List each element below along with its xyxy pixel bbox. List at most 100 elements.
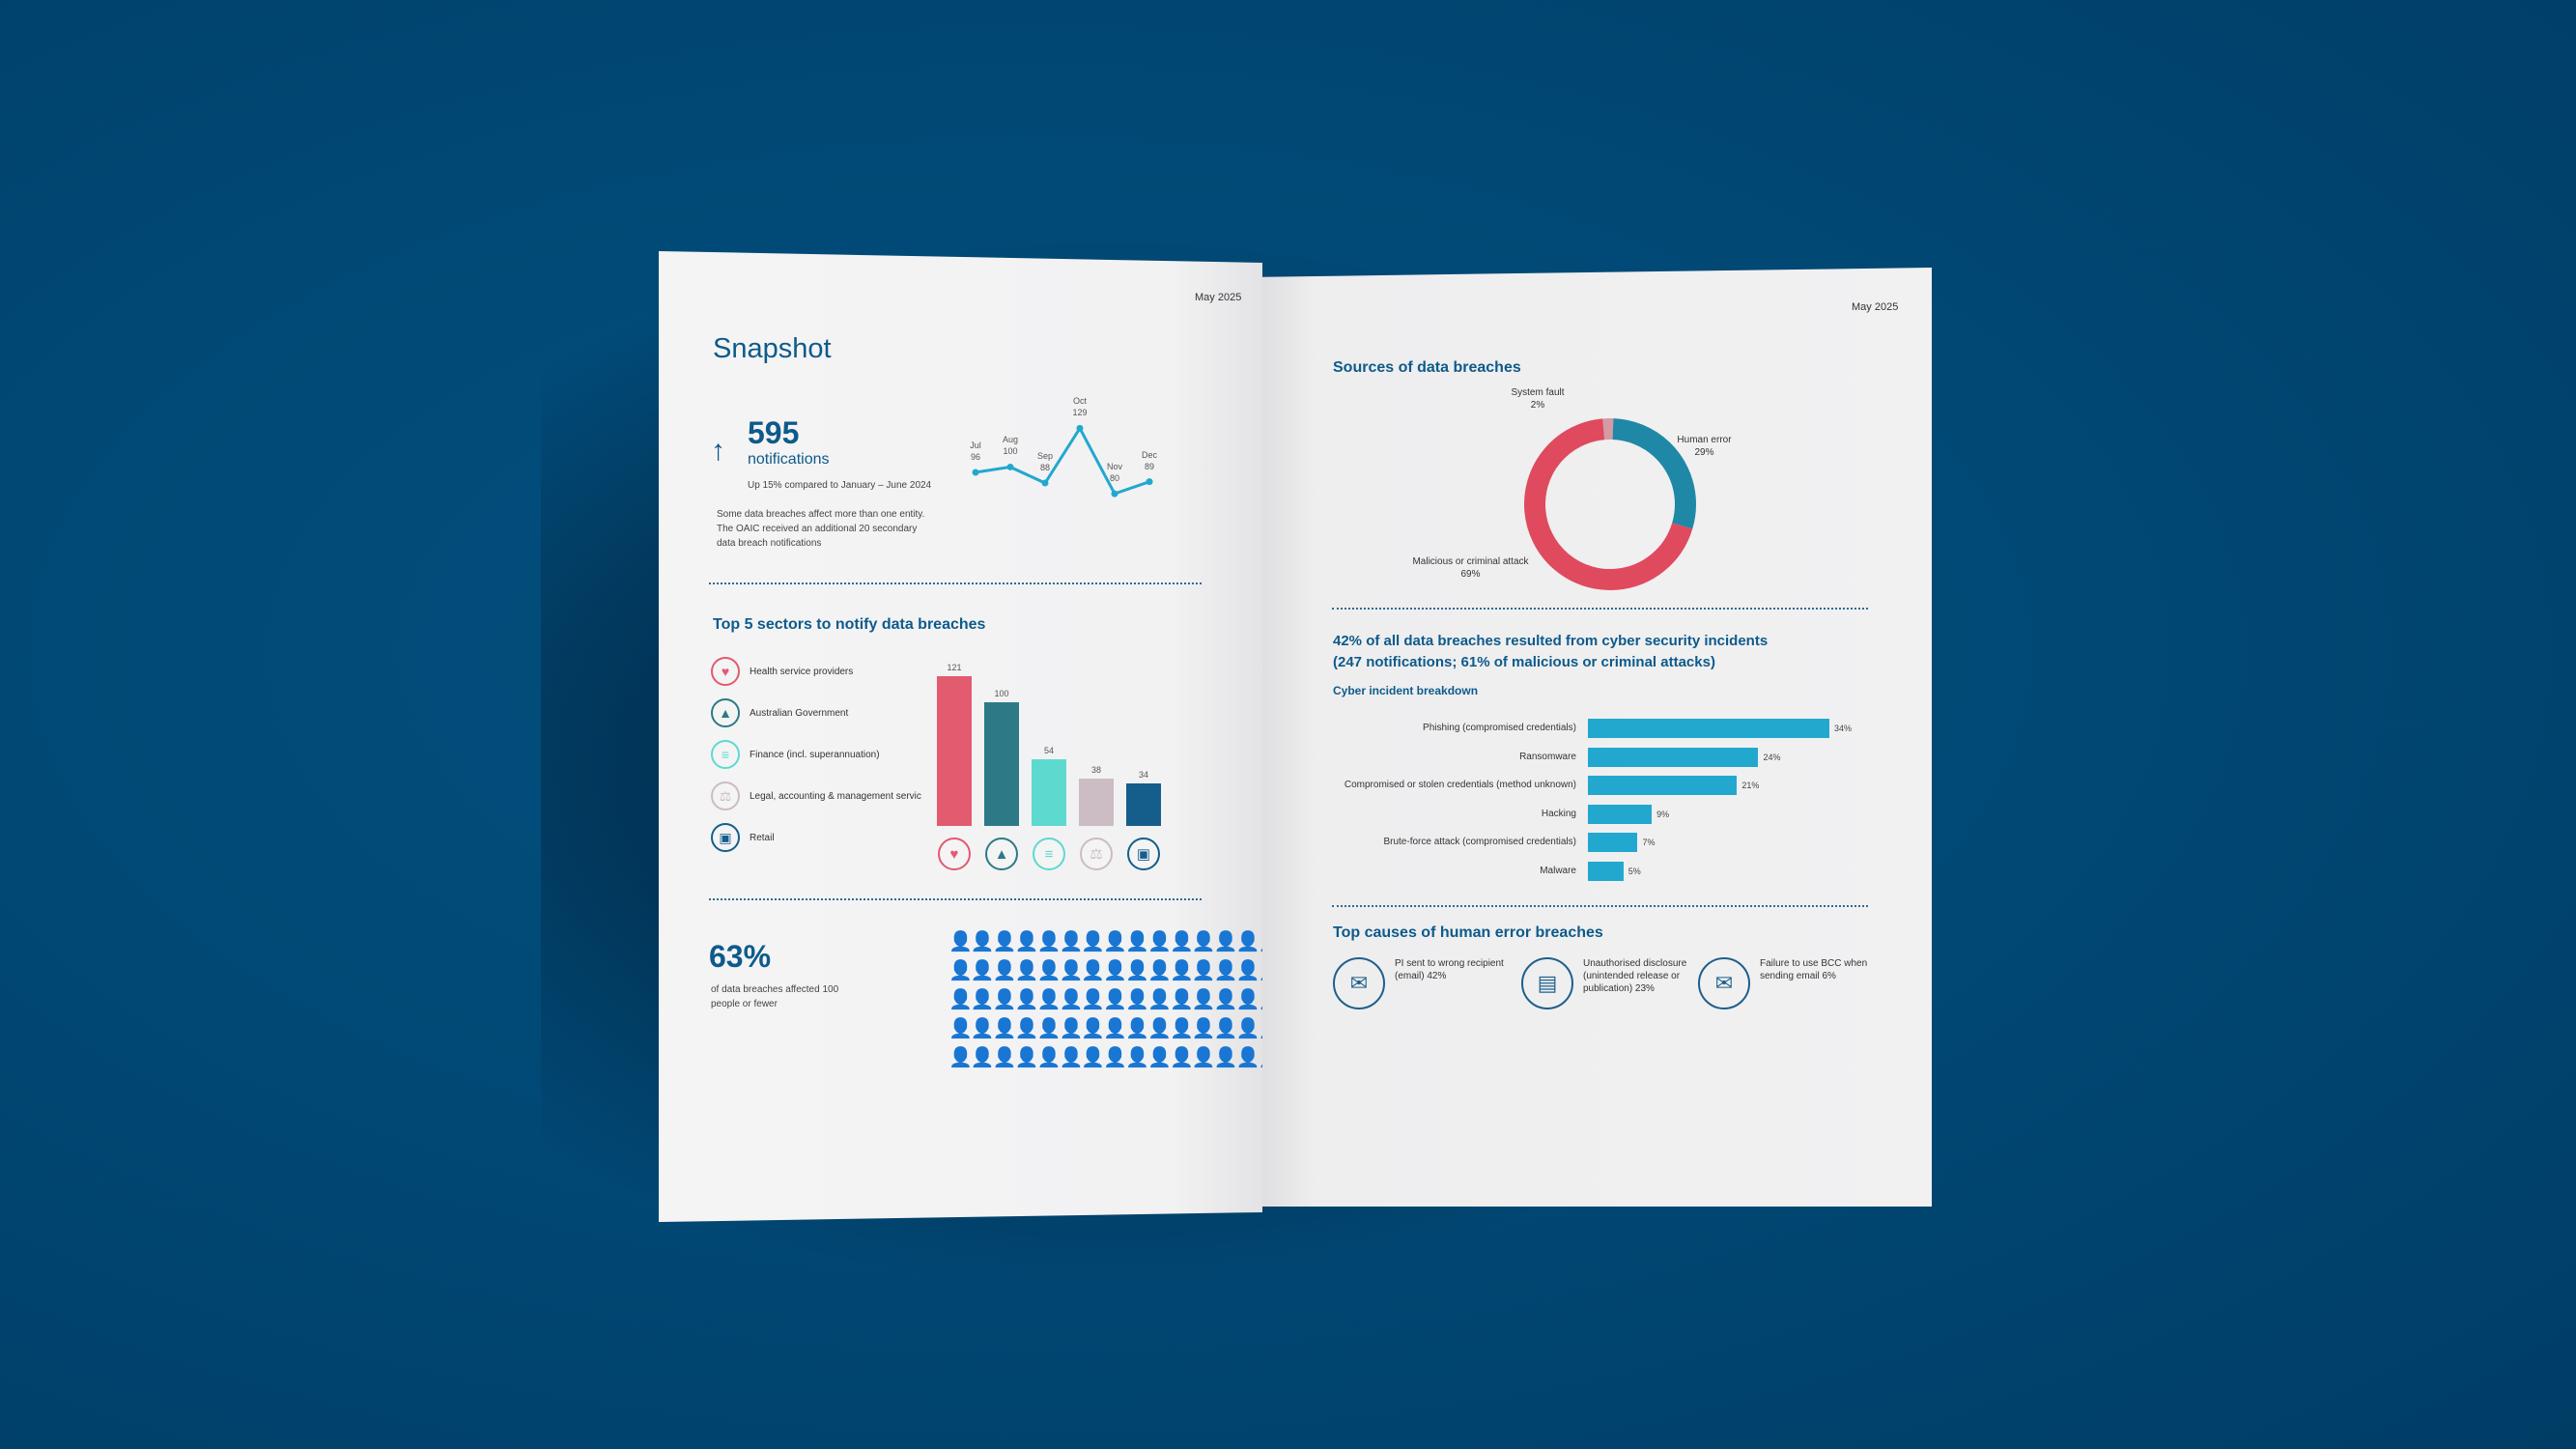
line-point — [1076, 424, 1084, 432]
month-label: Nov — [1106, 462, 1122, 472]
page-date: May 2025 — [1195, 292, 1242, 303]
bar-value-label: 38 — [1090, 765, 1101, 776]
value-label: 80 — [1109, 473, 1119, 484]
australia-map-icon: ▲ — [985, 838, 1018, 870]
bar-value-label: 34 — [1138, 770, 1148, 781]
person-icon: 👤👤👤👤👤👤👤👤👤👤👤👤👤👤👤👤👤👤👤👤 — [948, 931, 1262, 952]
sector-legend-item: ≡ Finance (incl. superannuation) — [711, 738, 880, 771]
cyber-incident-label: Brute-force attack (compromised credenti… — [1383, 837, 1576, 847]
person-icon: 👤👤👤👤👤👤👤👤👤👤👤👤👤👤👤👤👤👤👤👤 — [948, 989, 1262, 1010]
line-point-label: Sep 88 — [1026, 450, 1064, 473]
person-icon: 👤👤👤👤👤👤👤👤👤👤👤👤👤👤👤👤👤👤👤👤 — [948, 960, 1262, 981]
human-error-cause: ✉ PI sent to wrong recipient (email) 42% — [1333, 957, 1506, 1009]
value-label: 89 — [1144, 461, 1154, 471]
cyber-incident-value: 5% — [1628, 866, 1641, 876]
human-error-cause: ▤ Unauthorised disclosure (unintended rel… — [1521, 957, 1694, 1009]
bar-value-label: 100 — [994, 688, 1009, 698]
line-point — [1111, 490, 1118, 497]
sector-legend-item: ♥ Health service providers — [711, 655, 853, 688]
month-label: Aug — [1002, 435, 1018, 445]
affected-percent: 63% — [709, 939, 772, 974]
month-label: Oct — [1072, 396, 1087, 407]
line-point — [972, 469, 979, 476]
notifications-comparison: Up 15% compared to January – June 2024 — [748, 480, 932, 491]
cyber-incident-bar — [1588, 776, 1738, 795]
donut-slice — [1524, 418, 1696, 590]
line-series — [975, 425, 1150, 496]
right-page: May 2025 Sources of data breaches System… — [1262, 268, 1932, 1207]
value-label: 100 — [1003, 446, 1018, 457]
line-point — [1006, 463, 1014, 470]
line-point-label: Oct 129 — [1061, 395, 1099, 418]
cyber-incident-bar — [1588, 861, 1624, 881]
cyber-incident-label: Compromised or stolen credentials (metho… — [1344, 780, 1576, 790]
coins-icon: ≡ — [711, 740, 740, 769]
malicious-attack-label: Malicious or criminal attack 69% — [1412, 556, 1529, 580]
cyber-incident-label: Phishing (compromised credentials) — [1423, 723, 1576, 733]
person-icon: 👤👤👤👤👤👤👤👤👤👤👤👤👤👤👤👤👤👤👤👤 — [948, 1018, 1262, 1039]
cyber-breakdown-title: Cyber incident breakdown — [1333, 684, 1479, 697]
monthly-notifications-line-chart — [972, 424, 1153, 497]
sources-donut-chart — [1524, 418, 1696, 590]
donut-slice — [1524, 418, 1696, 590]
sector-bar — [1079, 779, 1114, 826]
heart-icon: ♥ — [938, 838, 971, 870]
sector-label: Finance (incl. superannuation) — [750, 749, 880, 760]
section-divider — [709, 582, 1202, 584]
page-title: Snapshot — [713, 333, 832, 364]
cyber-incident-bar — [1588, 719, 1829, 738]
envelope-eye-icon: ✉ — [1698, 957, 1750, 1009]
cyber-incident-label: Ransomware — [1519, 751, 1576, 762]
affected-label: of data breaches affected 100 people or … — [711, 984, 839, 1009]
line-point-label: Dec 89 — [1130, 449, 1169, 472]
cyber-incident-value: 34% — [1834, 724, 1853, 733]
cyber-incident-bar — [1588, 747, 1759, 767]
cyber-incident-value: 21% — [1741, 781, 1760, 790]
bar-value-label: 54 — [1043, 745, 1054, 755]
human-error-title: Top causes of human error breaches — [1333, 924, 1603, 941]
sector-label: Australian Government — [750, 707, 849, 719]
scales-icon: ⚖ — [1080, 838, 1113, 870]
sector-label: Retail — [750, 832, 775, 843]
scales-icon: ⚖ — [711, 781, 740, 810]
cause-label: PI sent to wrong recipient (email) 42% — [1395, 958, 1504, 981]
human-error-cause: ✉ Failure to use BCC when sending email 6… — [1698, 957, 1871, 1009]
line-point-label: Aug 100 — [991, 434, 1030, 457]
value-label: 129 — [1072, 408, 1088, 418]
arrow-up-icon: ↑ — [711, 435, 725, 467]
cyber-incident-label: Hacking — [1541, 808, 1576, 819]
secondary-notifications-note: Some data breaches affect more than one … — [717, 509, 925, 549]
cyber-incident-value: 9% — [1656, 809, 1670, 819]
value-label: 96 — [970, 451, 980, 462]
notifications-number: 595 — [748, 415, 800, 450]
cyber-incident-bar — [1588, 804, 1653, 824]
human-error-label: Human error 29% — [1677, 435, 1732, 458]
section-divider — [709, 898, 1202, 900]
page-date: May 2025 — [1852, 301, 1899, 313]
cyber-incident-value: 7% — [1642, 838, 1656, 847]
australia-map-icon: ▲ — [711, 698, 740, 727]
bar-value-label: 121 — [947, 663, 962, 672]
sector-legend-item: ▲ Australian Government — [711, 696, 848, 729]
cyber-subheadline: (247 notifications; 61% of malicious or … — [1333, 654, 1715, 670]
cause-label: Failure to use BCC when sending email 6% — [1760, 958, 1868, 981]
person-icon: 👤👤👤👤👤👤👤👤👤👤👤👤👤👤👤👤👤👤👤👤 — [948, 1047, 1262, 1068]
line-point — [1146, 478, 1153, 486]
sector-bar — [937, 676, 972, 826]
month-label: Dec — [1141, 449, 1157, 460]
line-point-label: Jul 96 — [956, 440, 995, 463]
sector-legend-item: ⚖ Legal, accounting & management servic — [711, 780, 921, 812]
shopping-bag-icon: ▣ — [711, 823, 740, 852]
sector-legend-item: ▣ Retail — [711, 821, 775, 854]
cyber-headline: 42% of all data breaches resulted from c… — [1333, 633, 1769, 649]
value-label: 88 — [1039, 463, 1050, 473]
sectors-title: Top 5 sectors to notify data breaches — [713, 616, 986, 633]
system-fault-label: System fault 2% — [1511, 387, 1565, 411]
cyber-incident-bar — [1588, 833, 1638, 852]
line-point — [1041, 479, 1049, 487]
shopping-bag-icon: ▣ — [1127, 838, 1160, 870]
left-page: May 2025 Snapshot ↑ 595 notifications Up… — [659, 251, 1262, 1222]
section-divider — [1332, 905, 1868, 907]
sector-label: Health service providers — [750, 666, 854, 677]
sources-title: Sources of data breaches — [1333, 359, 1521, 376]
